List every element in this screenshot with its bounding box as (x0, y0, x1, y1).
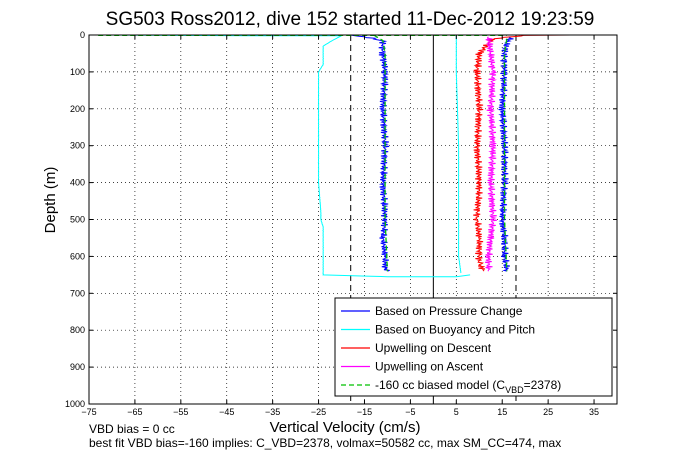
series-4-line-0 (373, 34, 389, 272)
x-tick-label: −55 (173, 407, 188, 417)
x-tick-label: 15 (497, 407, 507, 417)
x-tick-label: 35 (589, 407, 599, 417)
y-tick-label: 200 (70, 104, 85, 114)
x-axis-ticks: −75 −65 −55 −45 −35 −25 −15 −5 5 15 25 35 (81, 35, 599, 417)
series-1-line-0 (98, 34, 471, 278)
chart-title: SG503 Ross2012, dive 152 started 11-Dec-… (106, 9, 595, 30)
y-tick-label: 600 (70, 251, 85, 261)
series-lines (98, 34, 617, 278)
y-tick-label: 0 (80, 30, 85, 40)
legend-label-2: Upwelling on Descent (375, 341, 492, 355)
series-0-line-1 (498, 36, 514, 272)
series-3-line-0 (484, 36, 498, 272)
x-tick-label: −35 (265, 407, 280, 417)
x-axis-label: Vertical Velocity (cm/s) (270, 419, 421, 436)
legend-box (334, 297, 613, 397)
best-fit-note: best fit VBD bias=-160 implies: C_VBD=23… (89, 436, 561, 450)
x-tick-label: −5 (405, 407, 415, 417)
y-tick-label: 400 (70, 178, 85, 188)
x-tick-label: −45 (219, 407, 234, 417)
y-tick-label: 500 (70, 215, 85, 225)
legend: Based on Pressure Change Based on Buoyanc… (334, 297, 613, 397)
series-0-line-0 (350, 34, 390, 272)
legend-label-sub: VBD (505, 385, 524, 395)
y-tick-label: 300 (70, 141, 85, 151)
y-tick-label: 100 (70, 67, 85, 77)
legend-label-suffix: =2378) (524, 378, 562, 392)
legend-label-1: Based on Buoyancy and Pitch (375, 323, 535, 337)
x-tick-label: 5 (454, 407, 459, 417)
series-1-line-1 (455, 35, 462, 274)
x-tick-label: −75 (81, 407, 96, 417)
y-tick-label: 1000 (65, 399, 85, 409)
y-tick-label: 900 (70, 362, 85, 372)
x-tick-label: −65 (127, 407, 142, 417)
legend-label-3: Upwelling on Ascent (375, 360, 484, 374)
y-tick-label: 700 (70, 288, 85, 298)
x-tick-label: −25 (311, 407, 326, 417)
series-4-line-1 (503, 38, 508, 272)
vbd-bias-note: VBD bias = 0 cc (89, 422, 175, 436)
legend-label-0: Based on Pressure Change (375, 304, 523, 318)
y-tick-label: 800 (70, 325, 85, 335)
y-axis-ticks: 0 100 200 300 400 500 600 700 800 900 1000 (65, 30, 617, 409)
y-axis-label: Depth (m) (42, 167, 59, 234)
x-tick-label: −15 (357, 407, 372, 417)
series-2-line-0 (473, 34, 617, 272)
x-tick-label: 25 (543, 407, 553, 417)
